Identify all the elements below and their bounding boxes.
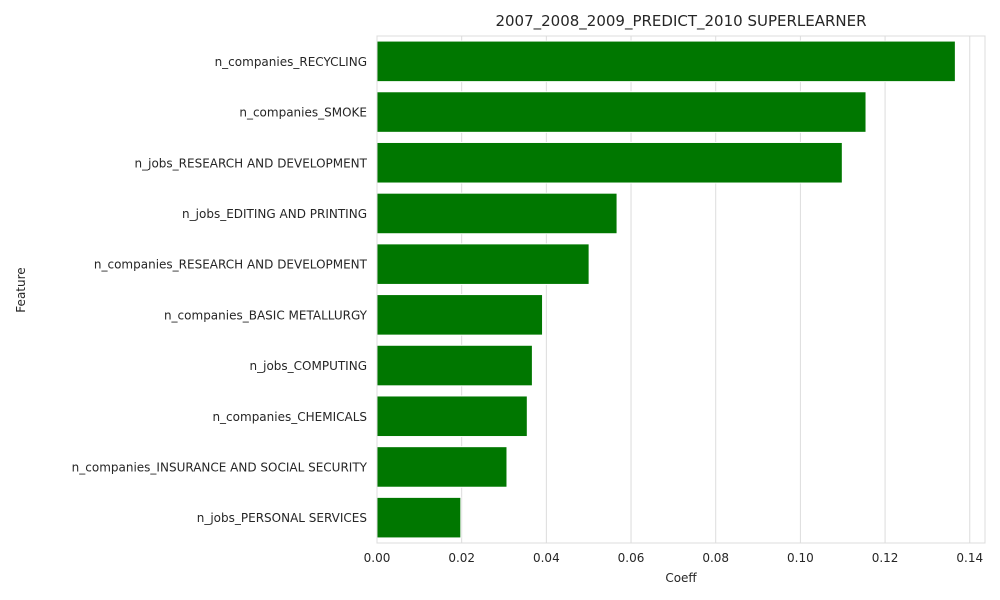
plot-frame	[376, 35, 986, 544]
y-axis-label: Feature	[14, 267, 28, 312]
y-tick-label: n_companies_CHEMICALS	[212, 410, 367, 424]
y-tick-label: n_companies_INSURANCE AND SOCIAL SECURIT…	[72, 460, 368, 474]
y-tick-label: n_companies_BASIC METALLURGY	[164, 308, 368, 322]
x-tick-label: 0.02	[448, 551, 475, 565]
y-tick-label: n_jobs_RESEARCH AND DEVELOPMENT	[135, 156, 368, 170]
x-tick-label: 0.00	[364, 551, 391, 565]
bar	[376, 395, 528, 438]
bar	[376, 344, 533, 387]
x-tick-label: 0.10	[787, 551, 814, 565]
y-tick-label: n_jobs_COMPUTING	[250, 359, 368, 373]
bar	[376, 243, 590, 285]
chart-title: 2007_2008_2009_PREDICT_2010 SUPERLEARNER	[495, 12, 866, 31]
bar	[376, 40, 956, 83]
x-tick-label: 0.12	[872, 551, 899, 565]
plot-border	[376, 35, 986, 544]
x-tick-label: 0.04	[533, 551, 560, 565]
y-tick-label: n_companies_RECYCLING	[215, 55, 367, 69]
x-tick-label: 0.08	[702, 551, 729, 565]
y-tick-label: n_jobs_EDITING AND PRINTING	[182, 207, 367, 221]
y-tick-label: n_companies_RESEARCH AND DEVELOPMENT	[94, 258, 368, 272]
bar	[376, 91, 867, 133]
x-tick-label: 0.06	[618, 551, 645, 565]
bar	[376, 141, 843, 184]
bar	[376, 496, 462, 539]
x-axis-label: Coeff	[665, 571, 697, 585]
bar	[376, 446, 508, 488]
y-axis-labels: n_companies_RECYCLING n_companies_SMOKE n_…	[72, 55, 368, 525]
y-tick-label: n_companies_SMOKE	[239, 106, 367, 120]
x-tick-label: 0.14	[956, 551, 983, 565]
y-tick-label: n_jobs_PERSONAL SERVICES	[197, 511, 367, 525]
x-axis-ticks: 0.00 0.02 0.04 0.06 0.08 0.10 0.12 0.14	[364, 551, 983, 565]
bars	[376, 40, 956, 539]
bar	[376, 294, 544, 336]
bar	[376, 192, 618, 235]
